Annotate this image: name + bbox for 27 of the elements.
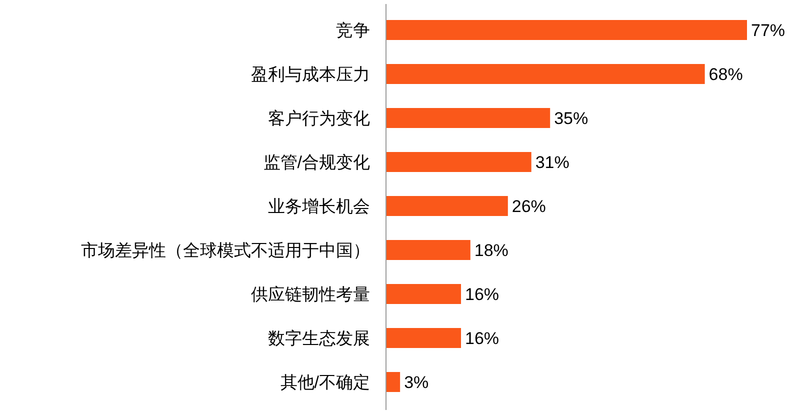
data-label: 18% <box>474 241 508 260</box>
data-label: 68% <box>708 65 743 84</box>
data-label: 26% <box>512 197 546 216</box>
y-tick-label: 盈利与成本压力 <box>251 65 370 84</box>
bar <box>386 20 747 40</box>
bar <box>386 240 470 260</box>
y-tick-label: 业务增长机会 <box>268 197 370 216</box>
y-tick-label: 供应链韧性考量 <box>251 285 370 304</box>
y-tick-label: 监管/合规变化 <box>263 153 370 172</box>
bar <box>386 328 462 348</box>
bar <box>386 196 508 216</box>
y-tick-label: 其他/不确定 <box>280 373 370 392</box>
y-tick-label: 客户行为变化 <box>268 109 370 128</box>
bar <box>386 152 532 172</box>
bar <box>386 284 462 304</box>
y-tick-label: 数字生态发展 <box>268 329 370 348</box>
data-label: 3% <box>404 373 429 392</box>
bar <box>386 372 400 392</box>
data-label: 16% <box>465 329 500 348</box>
data-label: 77% <box>751 21 786 40</box>
bar <box>386 108 550 128</box>
data-label: 35% <box>554 109 588 128</box>
y-tick-label: 市场差异性（全球模式不适用于中国） <box>81 241 370 260</box>
bar <box>386 64 705 84</box>
data-label: 16% <box>465 285 500 304</box>
data-label: 31% <box>535 153 570 172</box>
y-tick-label: 竞争 <box>336 21 370 40</box>
